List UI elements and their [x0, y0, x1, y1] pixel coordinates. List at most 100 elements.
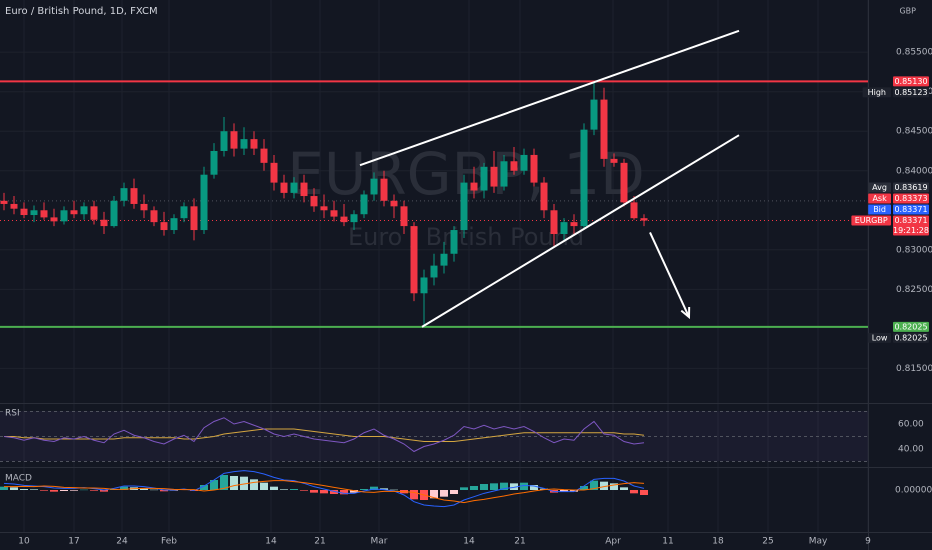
x-tick-label: Apr: [605, 537, 621, 547]
candle-body: [570, 222, 578, 227]
macd-histogram-bar: [570, 490, 578, 492]
candle-body: [430, 265, 438, 278]
price-tag-name: Bid: [873, 205, 886, 214]
y-tick-label: 0.81500: [896, 364, 932, 374]
macd-histogram-bar: [150, 489, 158, 491]
macd-label: MACD: [5, 474, 32, 484]
macd-histogram-bar: [20, 489, 28, 490]
y-tick-label: 0.85500: [896, 48, 932, 58]
x-tick-label: 9: [865, 537, 871, 547]
macd-histogram-bar: [40, 490, 48, 491]
macd-histogram-bar: [610, 483, 618, 490]
price-tag: [893, 193, 929, 204]
macd-histogram-bar: [310, 490, 318, 493]
candle-body: [220, 131, 228, 151]
candle-body: [150, 210, 158, 223]
macd-histogram-bar: [620, 487, 628, 490]
price-tag: [893, 204, 929, 215]
macd-histogram-bar: [10, 487, 18, 490]
macd-histogram-bar: [80, 489, 88, 491]
candle-body: [200, 174, 208, 231]
macd-histogram-bar: [270, 486, 278, 490]
price-tag-value: 0.85130: [894, 77, 927, 86]
price-tag-name: EURGBP: [855, 216, 888, 225]
macd-histogram-bar: [370, 486, 378, 490]
macd-histogram-bar: [410, 490, 418, 500]
price-tag-name-box: [868, 182, 891, 193]
y-tick-label: 0.84500: [896, 127, 932, 137]
candle-body: [300, 182, 308, 197]
candle-body: [550, 210, 558, 234]
candle-body: [20, 208, 28, 216]
x-tick-label: 11: [662, 537, 673, 547]
axis: 10 17 24 Feb 14 21 Mar 14 21 Apr 11 18 25 May 9 0.81500…: [18, 48, 932, 547]
macd-histogram-bar: [240, 476, 248, 490]
candle-body: [630, 202, 638, 219]
macd-histogram-bar: [220, 475, 228, 490]
x-tick-label: 21: [514, 537, 525, 547]
candle-body: [270, 162, 278, 183]
x-tick-label: 17: [68, 537, 79, 547]
price-tag: [893, 321, 929, 332]
macd-histogram-bar: [520, 482, 528, 490]
candle-body: [160, 222, 168, 231]
candle-body: [260, 148, 268, 163]
price-tag-name-box: [851, 215, 891, 226]
candle-body: [60, 210, 68, 222]
x-tick-label: 18: [712, 537, 724, 547]
macd-histogram-bar: [460, 487, 468, 490]
candle-body: [400, 206, 408, 227]
candle-body: [410, 226, 418, 294]
macd-histogram-bar: [340, 490, 348, 495]
candle-body: [360, 194, 368, 215]
candle-body: [140, 203, 148, 211]
candle-body: [250, 139, 258, 149]
candle-body: [180, 206, 188, 219]
x-tick-label: May: [809, 537, 828, 547]
rsi-line: [3, 417, 645, 453]
price-tag: [893, 87, 929, 98]
arrow-line: [649, 231, 690, 318]
candle-body: [380, 178, 388, 201]
signal-line: [4, 480, 645, 504]
x-tick-label: 14: [463, 537, 475, 547]
candle-body: [50, 217, 58, 222]
candle-body: [10, 203, 18, 209]
candle-body: [310, 196, 318, 207]
price-tag: [893, 76, 929, 87]
x-tick-label: 25: [762, 537, 773, 547]
price-tag-value: 0.85123: [894, 88, 927, 97]
candle-body: [90, 206, 98, 220]
macd-histogram-bar: [640, 490, 648, 495]
candle-body: [510, 161, 518, 171]
candle-body: [170, 218, 178, 231]
price-tag-name: Avg: [872, 183, 887, 192]
macd-histogram-bar: [320, 490, 328, 494]
candle-body: [30, 210, 38, 216]
chart-title: Euro / British Pound, 1D, FXCM: [5, 6, 158, 17]
candle-body: [600, 99, 608, 159]
macd-histogram-bar: [280, 489, 288, 490]
macd-histogram-bar: [70, 490, 78, 491]
candle-body: [350, 214, 358, 223]
candle-body: [0, 200, 8, 204]
candle-body: [530, 154, 538, 183]
macd-histogram-bar: [300, 490, 308, 491]
macd-histogram-bar: [0, 486, 8, 490]
candle-body: [470, 182, 478, 191]
candle-body: [500, 161, 508, 187]
macd-histogram-bar: [50, 490, 58, 492]
candle-body: [450, 230, 458, 254]
trend-line: [421, 134, 740, 328]
x-tick-label: Feb: [161, 537, 177, 547]
candle-body: [110, 200, 118, 227]
candle-body: [210, 150, 218, 175]
price-tag-name-box: [868, 204, 891, 215]
macd-histogram-bar: [360, 489, 368, 490]
price-tag-countdown: 19:21:28: [893, 226, 929, 235]
candle-body: [100, 219, 108, 227]
trend-line: [359, 29, 740, 167]
macd-histogram-bar: [580, 486, 588, 490]
candle-body: [330, 210, 338, 217]
macd-histogram-bar: [260, 482, 268, 490]
